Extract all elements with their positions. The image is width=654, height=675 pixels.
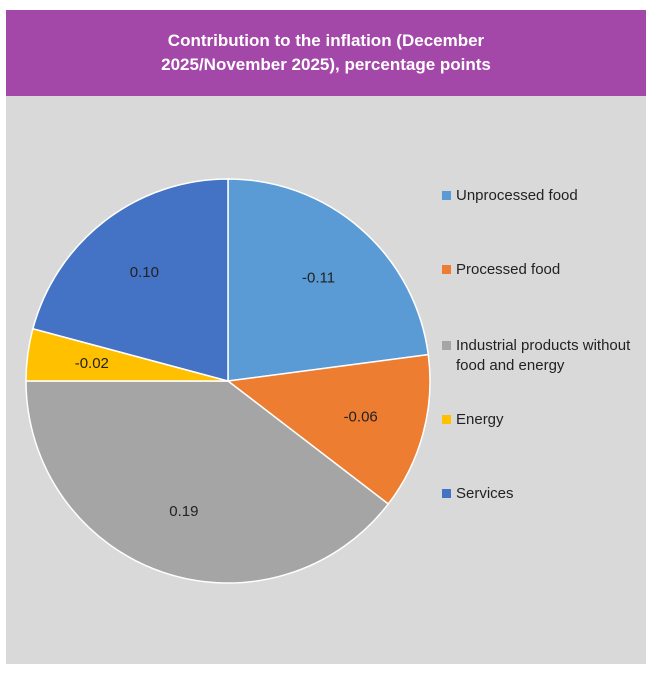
legend-swatch-unprocessed-food — [442, 191, 451, 200]
pie-chart: -0.11 -0.06 0.19 -0.02 0.10 — [25, 178, 431, 584]
legend-item-energy: Energy — [442, 410, 504, 430]
legend-swatch-industrial-products — [442, 341, 451, 350]
legend-item-unprocessed-food: Unprocessed food — [442, 186, 578, 206]
legend-item-services: Services — [442, 484, 514, 504]
pie-slice-services — [31, 178, 229, 382]
data-label-energy: -0.02 — [75, 355, 109, 372]
legend-label-industrial-products: Industrial products without food and ene… — [456, 337, 631, 374]
legend-swatch-services — [442, 489, 451, 498]
data-label-industrial-products-without-food-and-energy: 0.19 — [169, 503, 198, 520]
title-banner: Contribution to the inflation (December … — [6, 10, 646, 96]
pie-slice-industrial-products-without-food-and-energy — [25, 380, 390, 584]
legend-label-processed-food: Processed food — [456, 261, 561, 278]
data-label-unprocessed-food: -0.11 — [302, 270, 335, 287]
pie-slice-unprocessed-food — [227, 178, 430, 382]
legend-label-energy: Energy — [456, 411, 504, 428]
legend-label-unprocessed-food: Unprocessed food — [456, 187, 578, 204]
legend-label-services: Services — [456, 485, 514, 502]
legend-item-industrial-products: Industrial products without food and ene… — [442, 336, 642, 376]
chart-title: Contribution to the inflation (December … — [161, 31, 491, 74]
chart-area: Contribution to the inflation (December … — [6, 10, 646, 664]
data-label-processed-food: -0.06 — [344, 409, 378, 426]
legend-swatch-energy — [442, 415, 451, 424]
data-label-services: 0.10 — [130, 264, 159, 281]
pie-slice-processed-food — [226, 353, 431, 506]
legend-swatch-processed-food — [442, 265, 451, 274]
legend-item-processed-food: Processed food — [442, 260, 560, 280]
